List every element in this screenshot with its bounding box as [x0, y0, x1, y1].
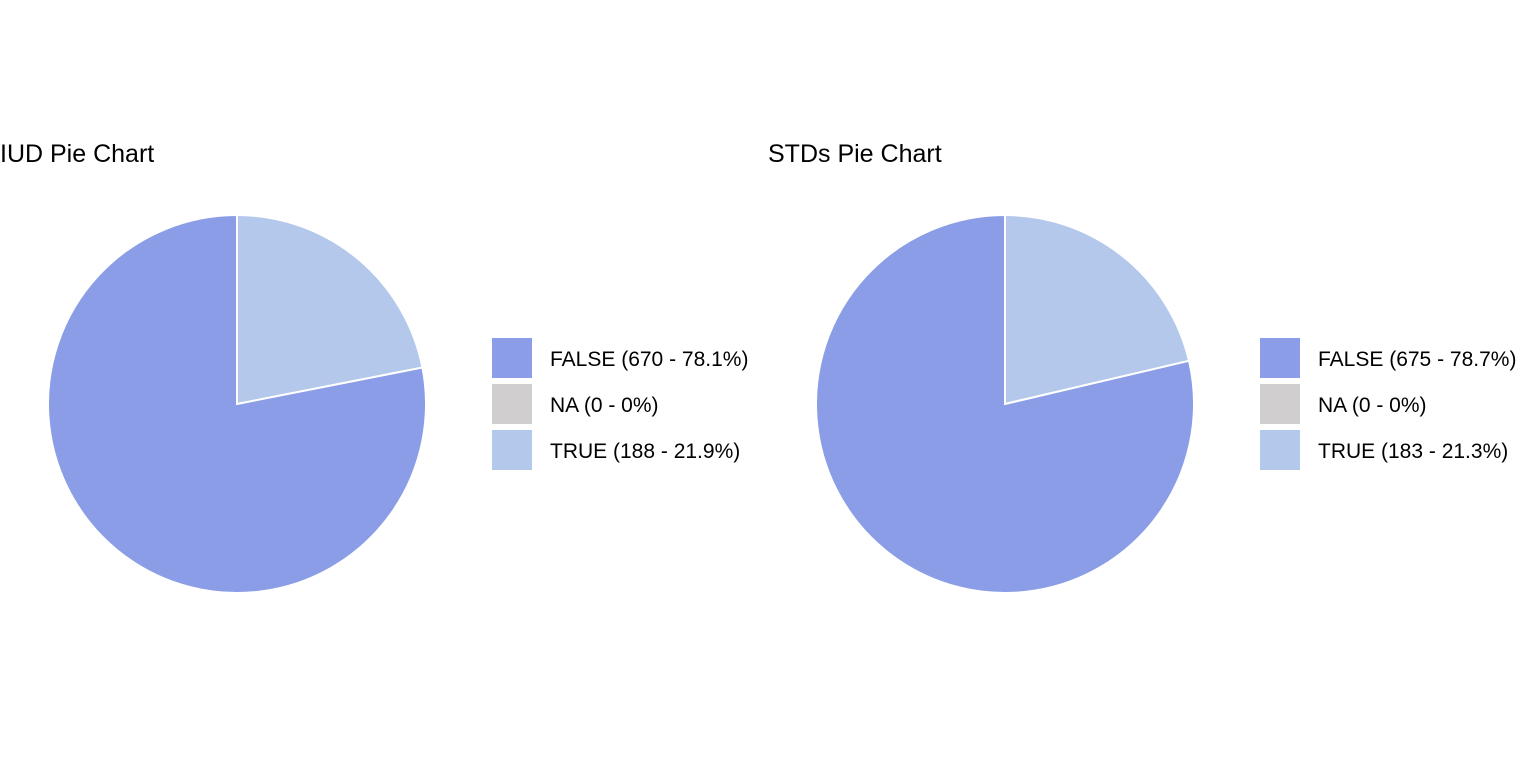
legend-label-false: FALSE (670 - 78.1%): [550, 348, 748, 371]
pie-slice-true: [1004, 213, 1191, 406]
legend-key-na: [1260, 384, 1300, 424]
legend-label-true: TRUE (183 - 21.3%): [1318, 440, 1508, 463]
legend-label-na: NA (0 - 0%): [1318, 394, 1427, 417]
pie-slice-true: [236, 213, 424, 406]
legend-key-na: [492, 384, 532, 424]
pie-panel-iud-pie-chart: IUD Pie Chart FALSE (670 - 78.1%) NA (0 - …: [0, 140, 748, 594]
pie-panel-stds-pie-chart: STDs Pie Chart FALSE (675 - 78.7%) NA (0 -…: [768, 140, 1516, 594]
legend-key-false: [1260, 338, 1300, 378]
legend-label-false: FALSE (675 - 78.7%): [1318, 348, 1516, 371]
pie-slice-false: [47, 213, 427, 594]
legend-label-na: NA (0 - 0%): [550, 394, 659, 417]
legend-label-true: TRUE (188 - 21.9%): [550, 440, 740, 463]
pie-slice-false: [814, 213, 1195, 594]
chart-title: IUD Pie Chart: [0, 140, 154, 168]
legend-key-true: [1260, 430, 1300, 470]
legend-key-false: [492, 338, 532, 378]
chart-title: STDs Pie Chart: [768, 140, 942, 168]
legend-key-true: [492, 430, 532, 470]
